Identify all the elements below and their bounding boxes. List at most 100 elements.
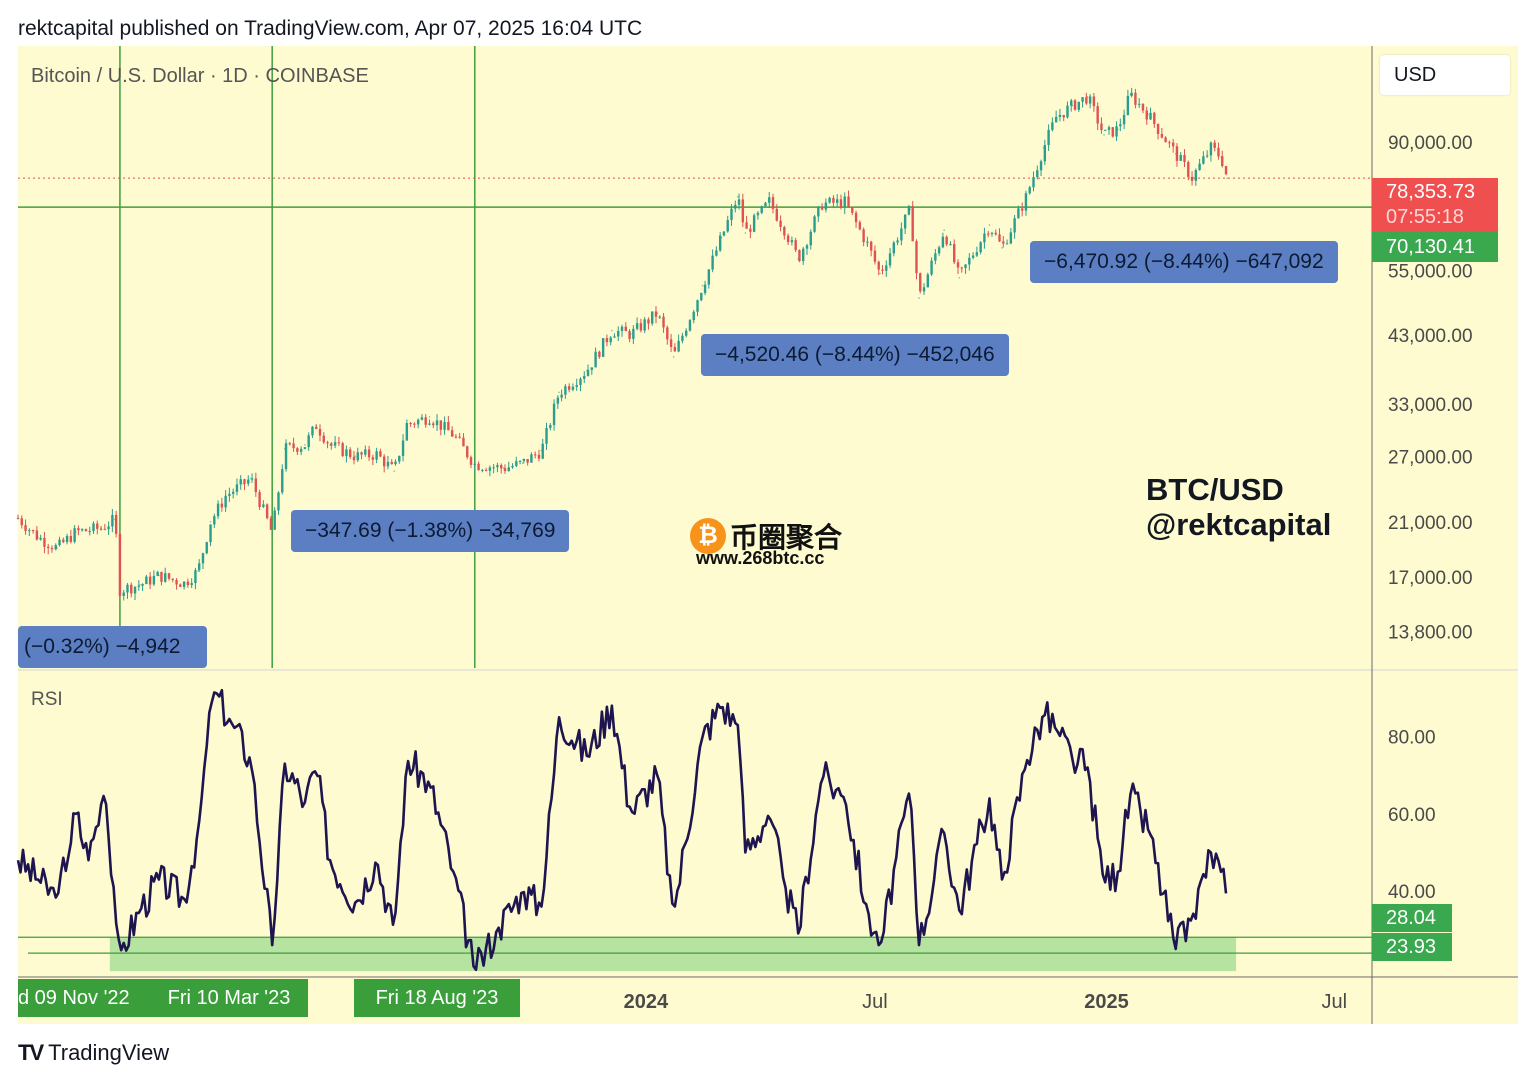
price-point-19	[329, 444, 331, 446]
candle-body-310	[1187, 162, 1190, 177]
candle-body-194	[749, 228, 752, 232]
candle-body-316	[1209, 142, 1213, 156]
price-tick-label-4: 27,000.00	[1388, 447, 1473, 468]
candle-body-315	[1205, 155, 1209, 157]
candle-body-278	[1066, 105, 1069, 118]
candle-body-277	[1062, 114, 1065, 118]
candle-body-162	[628, 331, 631, 339]
price-point-44	[843, 201, 846, 203]
candle-body-209	[805, 245, 809, 249]
candle-body-10	[54, 545, 57, 550]
candle-body-134	[522, 458, 526, 461]
candle-body-91	[360, 452, 363, 455]
candle-body-218	[839, 199, 843, 208]
price-point-13	[242, 483, 245, 485]
candle-body-27	[118, 533, 122, 596]
candle-body-202	[779, 220, 782, 227]
price-point-16	[283, 447, 286, 450]
candle-body-119	[466, 446, 469, 458]
drawdown-callout-3[interactable]: −4,520.46 (−8.44%) −452,046	[701, 334, 1009, 376]
price-point-35	[672, 356, 675, 358]
candle-body-136	[530, 454, 533, 463]
candle-body-2	[24, 525, 27, 531]
candle-body-258	[990, 232, 994, 234]
candle-body-244	[937, 247, 941, 254]
candle-body-87	[345, 449, 348, 457]
tradingview-footer[interactable]: TV TradingView	[18, 1040, 169, 1066]
rsi-tick-label-2: 40.00	[1388, 882, 1436, 903]
price-point-34	[656, 312, 659, 315]
candle-body-15	[73, 528, 76, 542]
candle-body-144	[560, 394, 563, 398]
candle-body-39	[164, 573, 167, 582]
candle-body-153	[594, 351, 597, 368]
candle-body-113	[443, 421, 446, 430]
candle-body-196	[756, 212, 760, 216]
rsi-title: RSI	[31, 689, 63, 710]
candle-body-314	[1202, 156, 1205, 164]
price-point-40	[768, 200, 771, 203]
candle-countdown: 07:55:18	[1386, 206, 1464, 228]
candle-body-69	[277, 492, 280, 511]
candle-body-170	[658, 316, 661, 318]
candle-body-235	[903, 214, 907, 229]
candle-body-188	[726, 220, 729, 232]
drawdown-callout-2[interactable]: −347.69 (−1.38%) −34,769	[291, 510, 570, 552]
candle-body-174	[673, 347, 677, 352]
price-point-57	[1086, 96, 1089, 98]
price-point-15	[271, 532, 273, 535]
rsi-panel-bg	[18, 671, 1518, 977]
candle-body-138	[537, 454, 541, 459]
candle-body-21	[96, 523, 99, 529]
candle-body-302	[1156, 123, 1160, 135]
candle-body-158	[613, 336, 616, 338]
price-point-5	[114, 518, 116, 521]
candle-body-126	[492, 467, 495, 469]
candle-body-104	[409, 422, 412, 424]
candle-body-26	[114, 514, 118, 534]
price-point-45	[866, 243, 869, 246]
candle-body-242	[930, 260, 933, 275]
price-point-26	[473, 463, 476, 465]
price-point-29	[540, 449, 543, 452]
candle-body-228	[877, 261, 880, 270]
candle-body-268	[1028, 187, 1031, 194]
candle-body-133	[518, 460, 522, 462]
candle-body-290	[1111, 127, 1114, 137]
candle-body-79	[315, 426, 318, 429]
candle-body-68	[273, 510, 276, 530]
candle-body-33	[141, 584, 144, 586]
candle-body-253	[971, 255, 975, 258]
candle-body-176	[681, 335, 684, 341]
price-point-7	[139, 584, 141, 586]
candle-body-74	[296, 448, 299, 452]
candle-body-207	[798, 250, 801, 262]
candle-body-61	[247, 479, 250, 484]
price-point-66	[1226, 177, 1229, 179]
candle-body-199	[768, 197, 771, 203]
price-point-59	[1117, 128, 1119, 131]
price-point-49	[943, 229, 945, 231]
candle-body-292	[1119, 124, 1122, 127]
candle-body-46	[190, 583, 193, 586]
candle-body-137	[533, 454, 537, 456]
drawdown-callout-1[interactable]: (−0.32%) −4,942	[18, 626, 207, 668]
candle-body-81	[322, 435, 325, 443]
currency-selector[interactable]: USD	[1380, 55, 1510, 95]
candle-body-204	[786, 235, 790, 243]
candle-body-102	[401, 440, 405, 456]
candle-body-240	[922, 287, 926, 292]
candle-body-245	[941, 236, 945, 248]
price-point-50	[958, 276, 961, 279]
candle-body-135	[526, 458, 529, 463]
candle-body-313	[1198, 163, 1201, 171]
candle-body-234	[900, 228, 903, 241]
drawdown-callout-4[interactable]: −6,470.92 (−8.44%) −647,092	[1030, 241, 1338, 283]
candle-body-8	[47, 546, 50, 549]
candle-body-224	[862, 229, 865, 243]
candle-body-280	[1073, 100, 1077, 110]
candle-body-35	[148, 576, 152, 585]
candle-body-318	[1217, 147, 1220, 157]
price-point-6	[119, 588, 121, 591]
candle-body-129	[503, 468, 507, 472]
